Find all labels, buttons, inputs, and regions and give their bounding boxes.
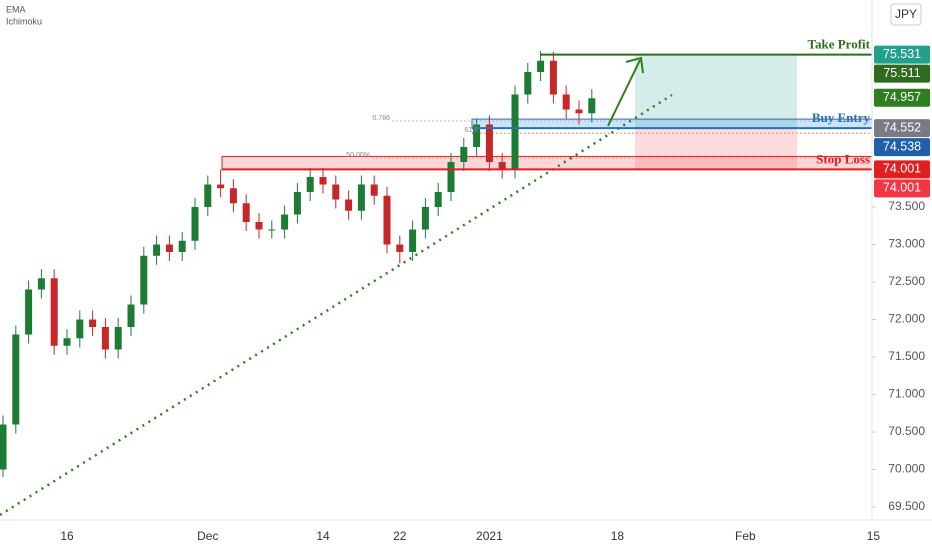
candle-body	[37, 278, 45, 290]
candle-body	[447, 162, 455, 193]
x-tick-label: 14	[316, 529, 330, 543]
y-tick-label: 72.500	[888, 274, 925, 288]
candle-body	[511, 94, 519, 170]
price-label-box	[874, 119, 930, 138]
level-label: Buy Entry	[812, 110, 871, 125]
fib-label: 0.786	[372, 115, 390, 122]
candle-body	[191, 207, 199, 241]
candle-body	[89, 319, 97, 328]
candle-body	[127, 304, 135, 328]
x-tick-label: 2021	[476, 529, 503, 543]
symbol-box[interactable]	[890, 3, 922, 26]
candle-body	[255, 222, 263, 230]
candle-body	[140, 255, 148, 305]
candle-body	[178, 240, 186, 253]
candle-body	[383, 195, 391, 245]
price-label-box	[874, 179, 930, 198]
candle-body	[562, 94, 570, 110]
candle-body	[204, 184, 212, 208]
y-tick-label: 69.500	[888, 499, 925, 513]
candle-body	[575, 109, 583, 114]
y-tick-label: 73.500	[888, 199, 925, 213]
annotations: Take Profit Buy Entry Stop Loss 0.786 61.8 50…	[222, 37, 872, 171]
candle-body	[332, 184, 340, 200]
x-tick-label: 16	[60, 529, 74, 543]
x-tick-label: 18	[611, 529, 625, 543]
candle-body	[370, 184, 378, 196]
candle-body	[498, 162, 506, 170]
candle-body	[242, 203, 250, 223]
candle-body	[63, 338, 71, 346]
candle-body	[409, 229, 417, 253]
candle-body	[12, 334, 20, 425]
candle-body	[434, 192, 442, 208]
x-tick-label: 15	[867, 529, 881, 543]
candle-body	[153, 244, 161, 256]
candle-body	[50, 278, 58, 346]
candle-body	[293, 192, 301, 215]
price-label: 74.957	[883, 90, 921, 104]
symbol: JPY	[895, 7, 917, 21]
price-label: 74.538	[883, 139, 921, 153]
y-tick-label: 72.000	[888, 312, 925, 326]
y-tick-label: 70.000	[888, 462, 925, 476]
level-label: Take Profit	[808, 37, 871, 52]
profit-zone	[635, 54, 797, 129]
candle-body	[460, 147, 468, 163]
candle-body	[524, 72, 532, 95]
candle-body	[101, 327, 109, 350]
candle-body	[421, 207, 429, 230]
candle-body	[268, 229, 276, 231]
candle-body	[165, 244, 173, 253]
candle-body	[357, 184, 365, 211]
candle-body	[114, 327, 122, 350]
x-tick-label: Dec	[197, 529, 218, 543]
arrow-head	[625, 56, 644, 74]
candle-body	[217, 184, 225, 189]
candle-body	[229, 188, 237, 204]
indicator-label: EMA	[6, 4, 26, 14]
price-label: 74.001	[883, 162, 921, 176]
arrow-shaft	[607, 59, 641, 127]
x-tick-label: 22	[393, 529, 407, 543]
x-tick-label: Feb	[735, 529, 756, 543]
stop-zone	[221, 155, 873, 170]
candle-body	[588, 98, 596, 114]
price-label-box	[874, 45, 930, 64]
fib-label: 50.00%	[346, 152, 370, 159]
candle-body	[319, 177, 327, 185]
price-label-box	[874, 88, 930, 107]
fib-label: 61.8	[464, 127, 478, 134]
price-label-box	[874, 138, 930, 157]
price-label-box	[874, 160, 930, 179]
candle-body	[76, 319, 84, 339]
candle-body	[396, 244, 404, 253]
indicator-label: Ichimoku	[6, 16, 42, 26]
candle-body	[473, 124, 481, 148]
candles	[0, 51, 596, 478]
candle-body	[25, 289, 33, 335]
y-tick-label: 70.500	[888, 424, 925, 438]
y-tick-label: 71.500	[888, 349, 925, 363]
price-label: 75.531	[883, 47, 921, 61]
price-label: 75.511	[883, 66, 920, 80]
candle-body	[537, 60, 545, 73]
candle-body	[485, 124, 493, 163]
candle-body	[345, 199, 353, 211]
candle-body	[549, 60, 557, 95]
price-label: 74.552	[883, 120, 921, 134]
candle-body	[306, 177, 314, 193]
y-tick-label: 71.000	[888, 387, 925, 401]
loss-zone	[635, 128, 797, 170]
candle-body	[281, 214, 289, 230]
candle-body	[0, 424, 7, 470]
price-label: 74.001	[883, 181, 921, 195]
level-label: Stop Loss	[816, 151, 870, 166]
price-label-box	[874, 64, 930, 83]
y-tick-label: 73.000	[888, 237, 925, 251]
